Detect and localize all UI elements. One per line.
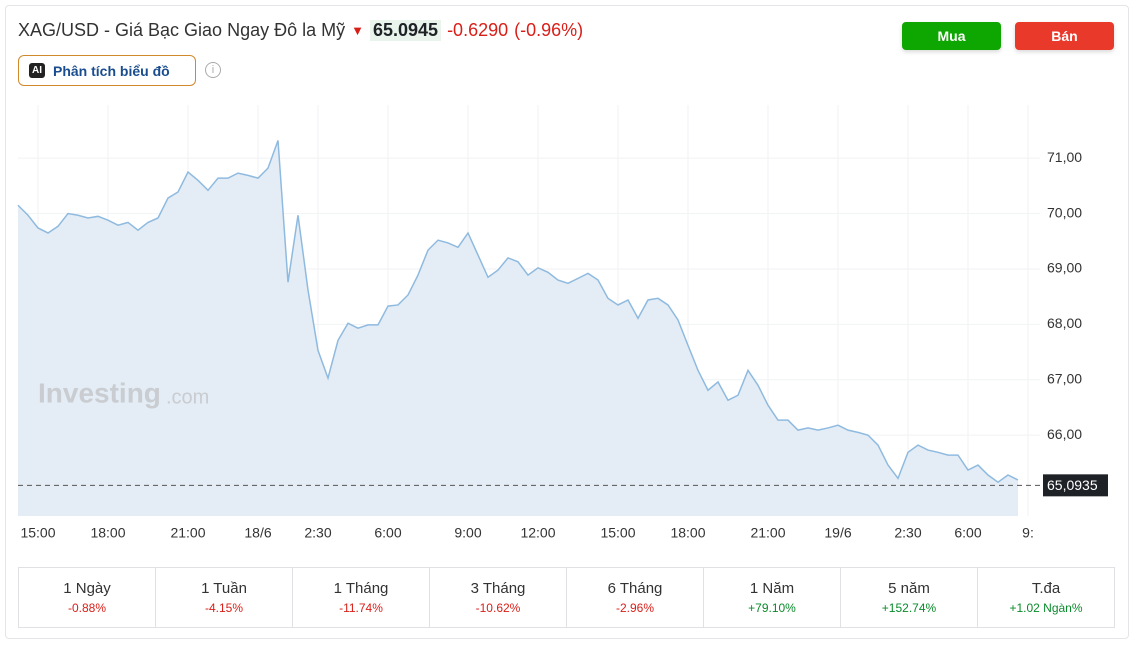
x-tick-label: 21:00	[750, 525, 785, 541]
ai-button-label: Phân tích biểu đồ	[53, 62, 170, 79]
period-change: -10.62%	[475, 601, 521, 615]
ai-badge: AI	[29, 63, 45, 78]
performance-cell[interactable]: 1 Tháng -11.74%	[293, 568, 430, 627]
down-arrow: ▼	[351, 23, 364, 38]
price-area	[18, 140, 1018, 516]
performance-cell[interactable]: 5 năm +152.74%	[841, 568, 978, 627]
x-tick-label: 15:00	[600, 525, 635, 541]
period-label: 1 Ngày	[63, 580, 111, 597]
period-change: -2.96%	[615, 601, 655, 615]
x-tick-label: 9:	[1022, 525, 1034, 541]
performance-cell[interactable]: 3 Tháng -10.62%	[430, 568, 567, 627]
x-tick-label: 6:00	[374, 525, 401, 541]
performance-cell[interactable]: 1 Năm +79.10%	[704, 568, 841, 627]
y-tick-label: 68,00	[1047, 315, 1082, 331]
y-tick-label: 67,00	[1047, 370, 1082, 386]
y-tick-label: 66,00	[1047, 426, 1082, 442]
price-change-percent: (-0.96%)	[514, 20, 584, 40]
info-icon[interactable]: i	[205, 62, 221, 78]
period-change: -0.88%	[67, 601, 107, 615]
period-label: 1 Năm	[749, 580, 795, 597]
period-change: +152.74%	[881, 601, 937, 615]
header: XAG/USD - Giá Bạc Giao Ngay Đô la Mỹ ▼ 6…	[18, 20, 583, 41]
x-tick-label: 18/6	[244, 525, 271, 541]
x-tick-label: 12:00	[520, 525, 555, 541]
ai-analysis-button[interactable]: AI Phân tích biểu đồ	[18, 55, 196, 86]
period-label: T.đa	[1031, 580, 1061, 597]
current-price-box	[1043, 474, 1108, 497]
performance-cell[interactable]: 6 Tháng -2.96%	[567, 568, 704, 627]
period-label: 1 Tháng	[333, 580, 389, 597]
y-tick-label: 69,00	[1047, 260, 1082, 276]
period-change: -11.74%	[339, 601, 383, 615]
watermark-brand: Investing	[38, 377, 161, 408]
x-tick-label: 15:00	[20, 525, 55, 541]
performance-cell[interactable]: 1 Ngày -0.88%	[19, 568, 156, 627]
chart: Investing .com 66,00 67,00 68,00 69,00 70,00…	[17, 105, 1108, 541]
period-change: +1.02 Ngàn%	[1009, 601, 1083, 615]
x-tick-label: 9:00	[454, 525, 481, 541]
y-tick-label: 71,00	[1047, 149, 1082, 165]
x-tick-label: 6:00	[954, 525, 981, 541]
last-price: 65.0945	[369, 20, 442, 41]
x-tick-label: 2:30	[304, 525, 331, 541]
performance-cell[interactable]: T.đa +1.02 Ngàn%	[978, 568, 1114, 627]
current-price-label: 65,0935	[1047, 477, 1098, 493]
performance-cell[interactable]: 1 Tuần -4.15%	[156, 568, 293, 627]
period-change: -4.15%	[204, 601, 244, 615]
x-tick-label: 21:00	[170, 525, 205, 541]
price-line	[17, 140, 1019, 484]
x-tick-label: 18:00	[670, 525, 705, 541]
period-label: 6 Tháng	[607, 580, 663, 597]
x-tick-label: 19/6	[824, 525, 851, 541]
period-label: 3 Tháng	[470, 580, 526, 597]
period-label: 1 Tuần	[201, 580, 247, 597]
x-tick-label: 2:30	[894, 525, 921, 541]
period-label: 5 năm	[888, 580, 930, 597]
y-tick-label: 70,00	[1047, 204, 1082, 220]
x-tick-label: 18:00	[90, 525, 125, 541]
instrument-title: XAG/USD - Giá Bạc Giao Ngay Đô la Mỹ	[18, 20, 346, 40]
price-change: -0.6290	[447, 20, 509, 40]
widget-frame	[5, 5, 1129, 639]
sell-button[interactable]: Bán	[1015, 22, 1114, 50]
period-change: +79.10%	[748, 601, 796, 615]
watermark-suffix: .com	[166, 386, 209, 408]
performance-table: 1 Ngày -0.88% 1 Tuần -4.15% 1 Tháng -11.74% 3 …	[18, 567, 1115, 628]
buy-button[interactable]: Mua	[902, 22, 1001, 50]
